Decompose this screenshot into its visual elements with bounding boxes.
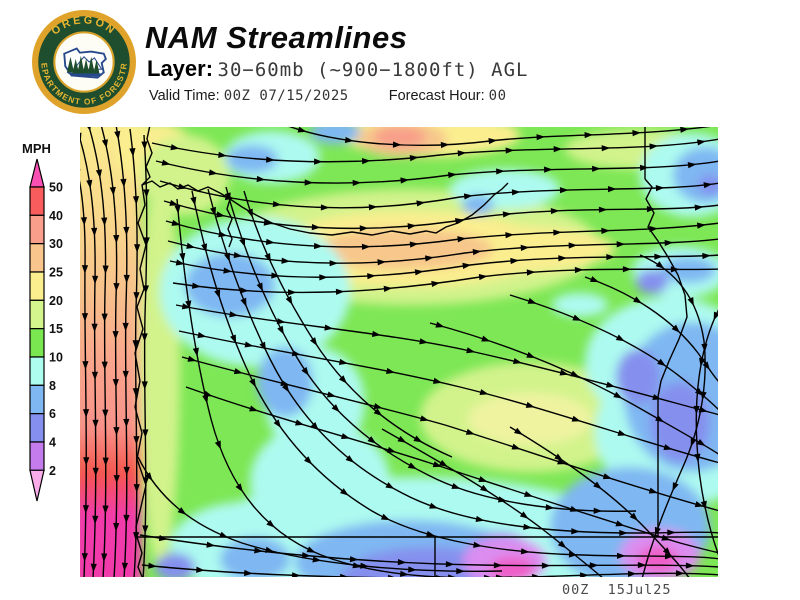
coastline xyxy=(134,127,153,577)
columbia-river-border xyxy=(141,180,509,236)
svg-text:30: 30 xyxy=(49,237,63,251)
boundaries xyxy=(134,127,718,577)
scale-color-bar: 50 40 30 25 20 15 10 8 6 4 2 xyxy=(29,158,63,502)
svg-text:25: 25 xyxy=(49,265,63,279)
page-title: NAM Streamlines xyxy=(145,20,408,55)
svg-text:15: 15 xyxy=(49,322,63,336)
svg-text:2: 2 xyxy=(49,464,56,478)
layer-label: Layer: xyxy=(147,56,214,81)
svg-text:8: 8 xyxy=(49,379,56,393)
layer-value: 30−60mb (~900−1800ft) AGL xyxy=(217,59,529,81)
forecast-hour-label: Forecast Hour: xyxy=(388,88,485,104)
forecast-hour-value: 00 xyxy=(488,88,507,104)
wind-speed-scale: MPH 50 40 30 25 20 15 10 8 6 4 2 xyxy=(22,141,63,502)
streamlines xyxy=(80,127,718,577)
willamette-river xyxy=(226,198,233,248)
svg-text:40: 40 xyxy=(49,209,63,223)
snake-river-border xyxy=(644,178,688,537)
seal-oregon-forest-art xyxy=(63,47,107,79)
svg-text:6: 6 xyxy=(49,407,56,421)
streamline-map xyxy=(80,127,718,577)
scale-unit-label: MPH xyxy=(22,141,51,156)
svg-text:50: 50 xyxy=(49,181,63,195)
layer-line: Layer: 30−60mb (~900−1800ft) AGL xyxy=(147,56,528,82)
model-timestamp: 00Z 15Jul25 xyxy=(562,582,672,598)
valid-time-line: Valid Time: 00Z 07/15/2025 Forecast Hour… xyxy=(149,88,507,104)
valid-time-value: 00Z 07/15/2025 xyxy=(223,88,349,104)
svg-text:20: 20 xyxy=(49,294,63,308)
svg-text:4: 4 xyxy=(49,435,56,449)
odf-logo: OREGON DEPARTMENT OF FORESTRY xyxy=(32,10,136,114)
svg-text:10: 10 xyxy=(49,350,63,364)
wind-field-contours xyxy=(80,127,718,577)
valid-time-label: Valid Time: xyxy=(149,88,220,104)
